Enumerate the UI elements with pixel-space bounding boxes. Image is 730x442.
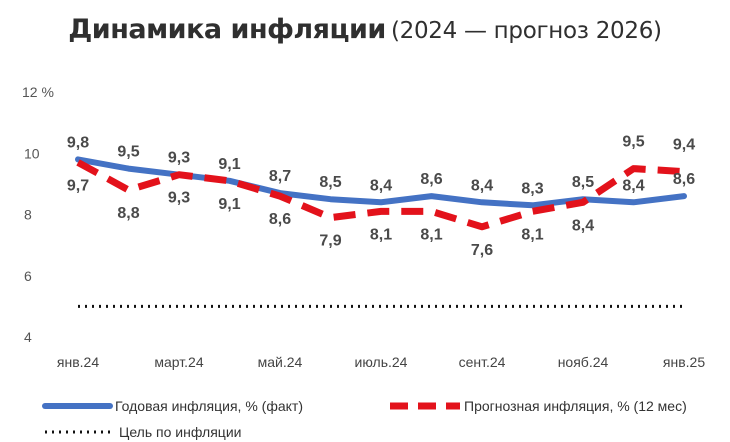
- legend-label-forecast: Прогнозная инфляция, % (12 мес): [464, 398, 687, 414]
- data-label-forecast: 9,3: [168, 190, 190, 207]
- data-label-fact: 8,5: [572, 174, 594, 191]
- x-tick-label: янв.25: [663, 354, 705, 370]
- data-label-fact: 9,1: [218, 156, 240, 173]
- data-label-fact: 8,6: [420, 171, 442, 188]
- data-label-fact: 8,7: [269, 168, 291, 185]
- chart-title-sub: (2024 — прогноз 2026): [390, 18, 662, 44]
- x-tick-label: янв.24: [57, 354, 99, 370]
- data-label-forecast: 8,4: [572, 217, 594, 234]
- data-label-forecast: 9,7: [67, 177, 89, 194]
- data-label-forecast: 7,9: [319, 233, 341, 250]
- data-label-forecast: 9,4: [673, 137, 695, 154]
- data-label-fact: 8,4: [471, 177, 493, 194]
- x-tick-label: май.24: [258, 354, 303, 370]
- data-label-forecast: 7,6: [471, 242, 493, 259]
- y-tick-label: 6: [24, 268, 32, 284]
- data-label-fact: 9,8: [67, 134, 89, 151]
- chart-title: Динамика инфляции (2024 — прогноз 2026): [0, 14, 730, 45]
- data-label-forecast: 8,8: [117, 205, 139, 222]
- data-label-forecast: 9,5: [622, 134, 644, 151]
- x-tick-label: сент.24: [459, 354, 506, 370]
- data-label-forecast: 8,6: [269, 211, 291, 228]
- data-label-fact: 8,3: [521, 180, 543, 197]
- data-label-fact: 8,6: [673, 171, 695, 188]
- y-tick-label: 4: [24, 329, 32, 345]
- data-label-forecast: 9,1: [218, 196, 240, 213]
- data-label-fact: 9,3: [168, 150, 190, 167]
- data-label-fact: 8,5: [319, 174, 341, 191]
- x-tick-label: нояб.24: [558, 354, 609, 370]
- series-line-1: [76, 159, 685, 231]
- x-tick-label: июль.24: [355, 354, 408, 370]
- x-tick-label: март.24: [154, 354, 203, 370]
- y-tick-label: 10: [24, 145, 40, 161]
- chart-title-main: Динамика инфляции: [68, 14, 386, 45]
- data-label-forecast: 8,1: [521, 226, 543, 243]
- data-label-forecast: 8,1: [370, 226, 392, 243]
- data-label-fact: 8,4: [622, 177, 644, 194]
- data-label-fact: 9,5: [117, 144, 139, 161]
- y-tick-label: 8: [24, 207, 32, 223]
- legend-label-target: Цель по инфляции: [119, 424, 241, 440]
- data-label-forecast: 8,1: [420, 226, 442, 243]
- data-label-fact: 8,4: [370, 177, 392, 194]
- legend-label-fact: Годовая инфляция, % (факт): [115, 398, 303, 414]
- y-axis-unit-label: 12 %: [22, 84, 54, 100]
